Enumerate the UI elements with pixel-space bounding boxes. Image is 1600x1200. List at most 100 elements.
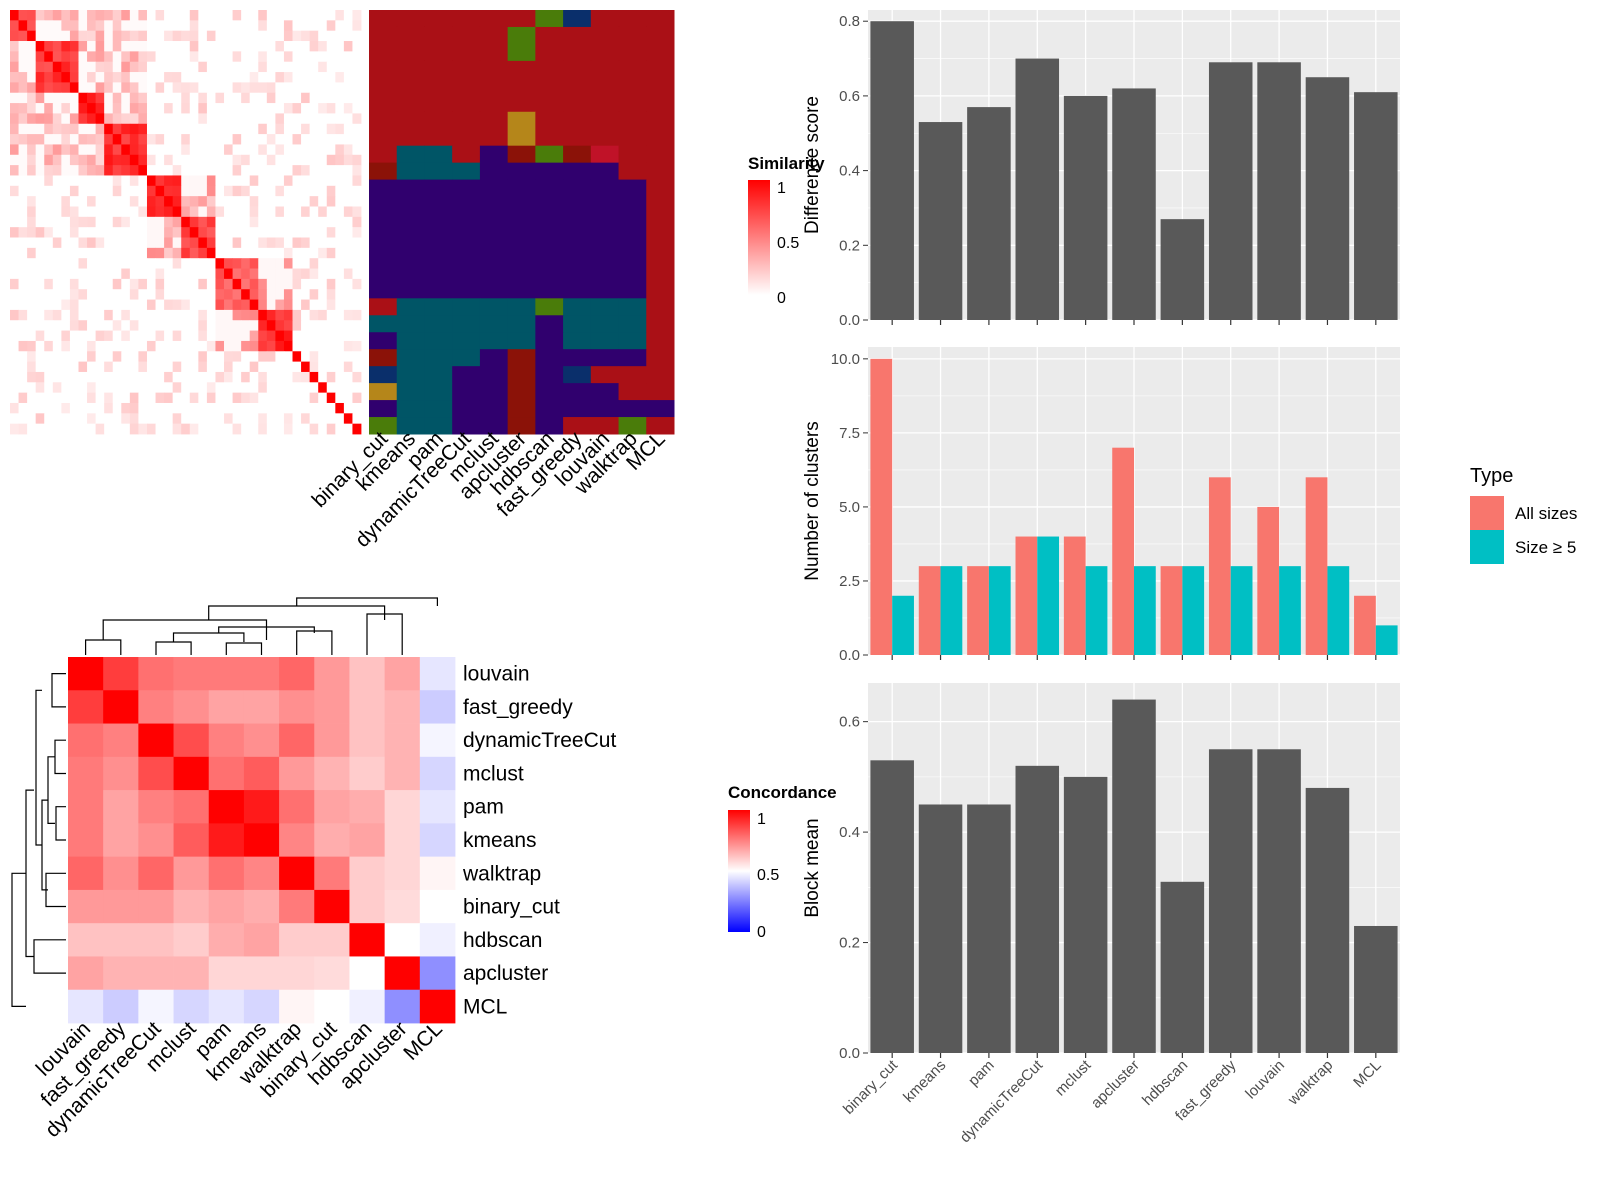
concordance-cell xyxy=(384,856,421,891)
type-legend-title: Type xyxy=(1470,465,1513,487)
similarity-cell xyxy=(112,154,122,166)
similarity-cell xyxy=(172,320,182,331)
similarity-cell xyxy=(52,402,62,414)
similarity-cell xyxy=(352,175,362,187)
membership-cell xyxy=(479,162,509,181)
similarity-cell xyxy=(112,382,122,394)
similarity-cell xyxy=(275,41,285,52)
similarity-cell xyxy=(155,289,165,300)
similarity-cell xyxy=(318,268,328,280)
bar-all-sizes xyxy=(1354,595,1376,655)
similarity-cell xyxy=(275,82,285,94)
similarity-cell xyxy=(232,30,242,42)
similarity-cell xyxy=(155,340,165,352)
membership-cell xyxy=(646,315,675,333)
similarity-cell xyxy=(87,123,97,135)
similarity-cell xyxy=(69,92,79,104)
similarity-cell xyxy=(69,196,79,207)
concordance-cell xyxy=(349,756,386,791)
membership-cell xyxy=(507,179,536,299)
similarity-cell xyxy=(215,144,225,156)
similarity-cell xyxy=(352,371,362,383)
similarity-cell xyxy=(249,320,259,331)
similarity-cell xyxy=(35,20,45,32)
membership-cell xyxy=(563,417,592,435)
similarity-cell xyxy=(104,206,114,218)
similarity-cell xyxy=(232,299,242,311)
similarity-cell xyxy=(95,82,105,94)
similarity-cell xyxy=(164,61,174,73)
similarity-cell xyxy=(352,247,362,259)
bar-all-sizes xyxy=(967,566,989,655)
similarity-cell xyxy=(129,20,139,32)
similarity-cell xyxy=(283,237,293,249)
similarity-cell xyxy=(224,392,233,404)
similarity-cell xyxy=(266,268,276,280)
similarity-cell xyxy=(318,123,328,135)
similarity-cell xyxy=(335,206,345,218)
similarity-cell xyxy=(249,51,259,63)
similarity-cell xyxy=(69,113,79,125)
similarity-cell xyxy=(52,41,62,52)
similarity-cell xyxy=(112,206,122,218)
similarity-cell xyxy=(61,268,71,280)
similarity-cell xyxy=(198,154,208,166)
similarity-cell xyxy=(198,413,208,425)
similarity-cell xyxy=(206,123,216,135)
bar-size-ge-5 xyxy=(1037,536,1060,655)
similarity-cell xyxy=(69,289,79,300)
concordance-row-label: mclust xyxy=(463,763,524,786)
similarity-cell xyxy=(283,320,293,331)
similarity-cell xyxy=(155,51,165,63)
similarity-cell xyxy=(52,206,62,218)
similarity-cell xyxy=(155,92,165,104)
similarity-cell xyxy=(266,103,276,114)
similarity-cell xyxy=(69,413,79,425)
membership-cell xyxy=(479,179,509,299)
similarity-cell xyxy=(61,144,71,156)
similarity-cell xyxy=(343,113,353,125)
similarity-cell xyxy=(18,392,28,404)
concordance-legend-tick-1: 1 xyxy=(757,811,766,828)
membership-cell xyxy=(452,60,481,113)
membership-cell xyxy=(452,298,481,316)
similarity-cell xyxy=(52,165,62,176)
similarity-cell xyxy=(224,423,233,435)
similarity-cell xyxy=(283,299,293,311)
similarity-cell xyxy=(121,423,131,435)
concordance-cell xyxy=(314,657,350,691)
membership-cell xyxy=(590,315,620,333)
similarity-cell xyxy=(258,258,268,269)
similarity-cell xyxy=(301,361,311,373)
similarity-cell xyxy=(275,206,285,218)
concordance-cell xyxy=(279,956,315,991)
similarity-cell xyxy=(112,330,122,342)
similarity-cell xyxy=(10,289,19,300)
similarity-cell xyxy=(87,382,97,394)
similarity-cell xyxy=(27,61,37,73)
similarity-cell xyxy=(164,123,174,135)
similarity-cell xyxy=(283,351,293,363)
similarity-cell xyxy=(266,61,276,73)
similarity-cell xyxy=(266,144,276,156)
similarity-cell xyxy=(112,402,122,414)
similarity-cell xyxy=(138,61,148,73)
similarity-cell xyxy=(129,165,139,176)
similarity-cell xyxy=(87,227,97,238)
similarity-cell xyxy=(335,61,345,73)
similarity-cell xyxy=(121,320,131,331)
membership-cell xyxy=(563,26,592,62)
membership-cell xyxy=(479,111,509,147)
similarity-cell xyxy=(309,237,319,249)
similarity-cell xyxy=(326,154,336,166)
membership-cell xyxy=(563,10,592,28)
similarity-cell xyxy=(78,144,88,156)
similarity-cell xyxy=(352,10,362,21)
similarity-cell xyxy=(27,92,37,104)
similarity-cell xyxy=(206,20,216,32)
membership-cell xyxy=(618,10,647,28)
similarity-cell xyxy=(104,216,114,228)
concordance-cell xyxy=(173,923,210,957)
similarity-cell xyxy=(52,351,62,363)
similarity-cell xyxy=(138,41,148,52)
